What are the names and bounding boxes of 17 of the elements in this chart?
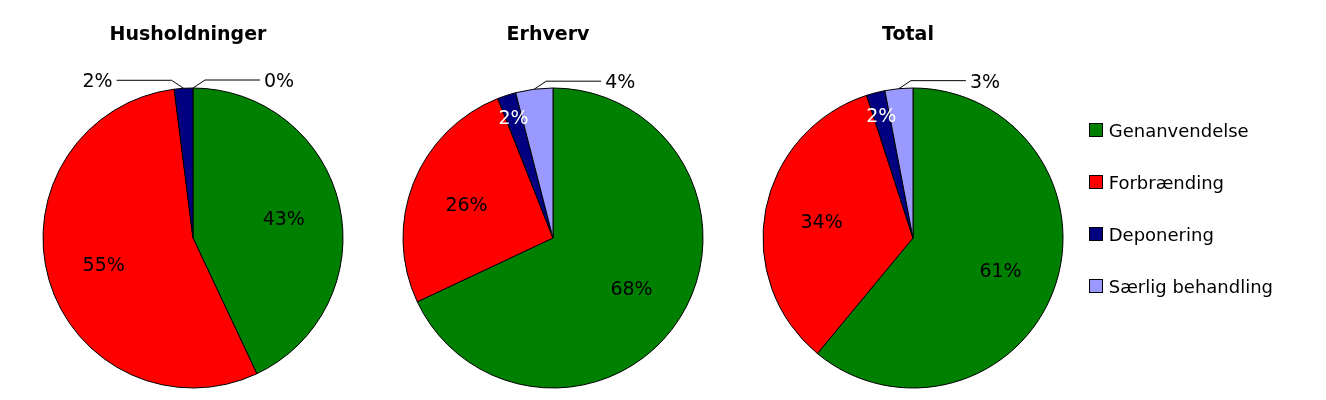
chart-title: Erhverv [505,22,591,44]
data-label: 3% [969,69,1001,92]
legend-label: Forbrænding [1108,171,1225,193]
data-label: 2% [82,69,113,92]
data-label: 34% [800,209,843,232]
data-label: 68% [610,276,653,299]
data-label: 43% [262,206,305,229]
data-label: 4% [605,70,636,93]
data-label: 55% [82,252,125,275]
data-label: 26% [445,192,488,215]
chart-title: Husholdninger [108,22,268,44]
chart-title: Total [881,22,935,44]
text: 0% [264,69,295,91]
legend-label: Deponering [1108,223,1214,245]
legend-label: Særlig behandling [1108,275,1273,297]
data-label: 61% [979,258,1022,281]
legend-label: Genanvendelse [1108,119,1249,141]
